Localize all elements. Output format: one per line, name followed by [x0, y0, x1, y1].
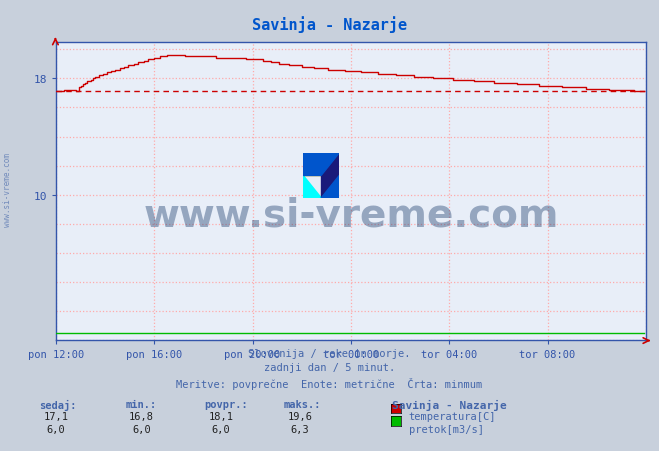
Text: Slovenija / reke in morje.: Slovenija / reke in morje. — [248, 348, 411, 358]
Text: temperatura[C]: temperatura[C] — [409, 411, 496, 421]
Text: 6,0: 6,0 — [47, 424, 65, 434]
Text: Meritve: povprečne  Enote: metrične  Črta: minmum: Meritve: povprečne Enote: metrične Črta:… — [177, 377, 482, 389]
Text: maks.:: maks.: — [283, 399, 321, 409]
Text: 16,8: 16,8 — [129, 411, 154, 421]
Polygon shape — [303, 176, 322, 198]
Text: pretok[m3/s]: pretok[m3/s] — [409, 424, 484, 434]
Text: 6,3: 6,3 — [291, 424, 309, 434]
Polygon shape — [322, 176, 339, 198]
Text: www.si-vreme.com: www.si-vreme.com — [3, 152, 13, 226]
Text: 6,0: 6,0 — [132, 424, 151, 434]
Text: min.:: min.: — [125, 399, 156, 409]
Text: 6,0: 6,0 — [212, 424, 230, 434]
Text: Savinja - Nazarje: Savinja - Nazarje — [252, 16, 407, 32]
Bar — [303, 153, 322, 176]
Polygon shape — [303, 153, 339, 176]
Text: 18,1: 18,1 — [208, 411, 233, 421]
Text: zadnji dan / 5 minut.: zadnji dan / 5 minut. — [264, 363, 395, 373]
Text: povpr.:: povpr.: — [204, 399, 248, 409]
Text: www.si-vreme.com: www.si-vreme.com — [143, 197, 559, 235]
Text: 17,1: 17,1 — [43, 411, 69, 421]
Text: 19,6: 19,6 — [287, 411, 312, 421]
Polygon shape — [303, 153, 339, 198]
Text: sedaj:: sedaj: — [40, 399, 77, 410]
Text: Savinja - Nazarje: Savinja - Nazarje — [392, 399, 507, 410]
